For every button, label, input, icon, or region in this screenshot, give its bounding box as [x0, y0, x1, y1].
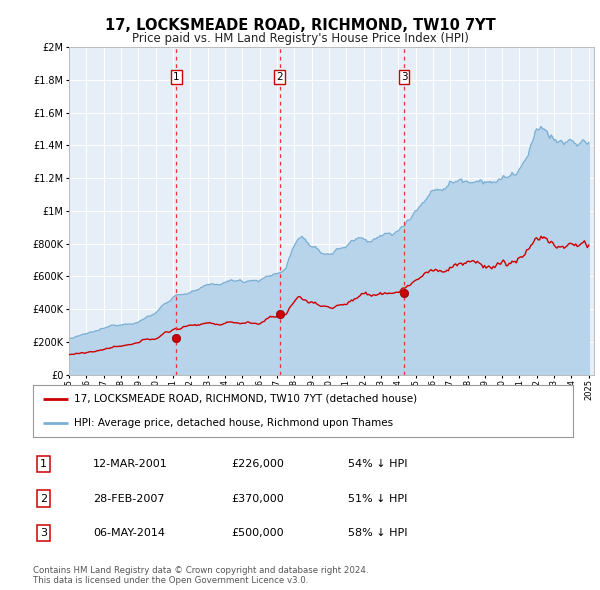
Text: 54% ↓ HPI: 54% ↓ HPI: [348, 460, 407, 469]
Text: Price paid vs. HM Land Registry's House Price Index (HPI): Price paid vs. HM Land Registry's House …: [131, 32, 469, 45]
Text: 12-MAR-2001: 12-MAR-2001: [93, 460, 168, 469]
Text: 3: 3: [40, 528, 47, 537]
Text: 17, LOCKSMEADE ROAD, RICHMOND, TW10 7YT: 17, LOCKSMEADE ROAD, RICHMOND, TW10 7YT: [104, 18, 496, 32]
Text: 1: 1: [40, 460, 47, 469]
Text: HPI: Average price, detached house, Richmond upon Thames: HPI: Average price, detached house, Rich…: [74, 418, 392, 428]
Text: 17, LOCKSMEADE ROAD, RICHMOND, TW10 7YT (detached house): 17, LOCKSMEADE ROAD, RICHMOND, TW10 7YT …: [74, 394, 416, 404]
Text: 1: 1: [173, 71, 179, 81]
Text: 3: 3: [401, 71, 407, 81]
Text: 2: 2: [40, 494, 47, 503]
Text: 58% ↓ HPI: 58% ↓ HPI: [348, 528, 407, 537]
Text: Contains HM Land Registry data © Crown copyright and database right 2024.: Contains HM Land Registry data © Crown c…: [33, 566, 368, 575]
Text: 51% ↓ HPI: 51% ↓ HPI: [348, 494, 407, 503]
Text: £226,000: £226,000: [231, 460, 284, 469]
Text: £370,000: £370,000: [231, 494, 284, 503]
Text: 28-FEB-2007: 28-FEB-2007: [93, 494, 164, 503]
Text: This data is licensed under the Open Government Licence v3.0.: This data is licensed under the Open Gov…: [33, 576, 308, 585]
Text: 2: 2: [277, 71, 283, 81]
Text: £500,000: £500,000: [231, 528, 284, 537]
Text: 06-MAY-2014: 06-MAY-2014: [93, 528, 165, 537]
